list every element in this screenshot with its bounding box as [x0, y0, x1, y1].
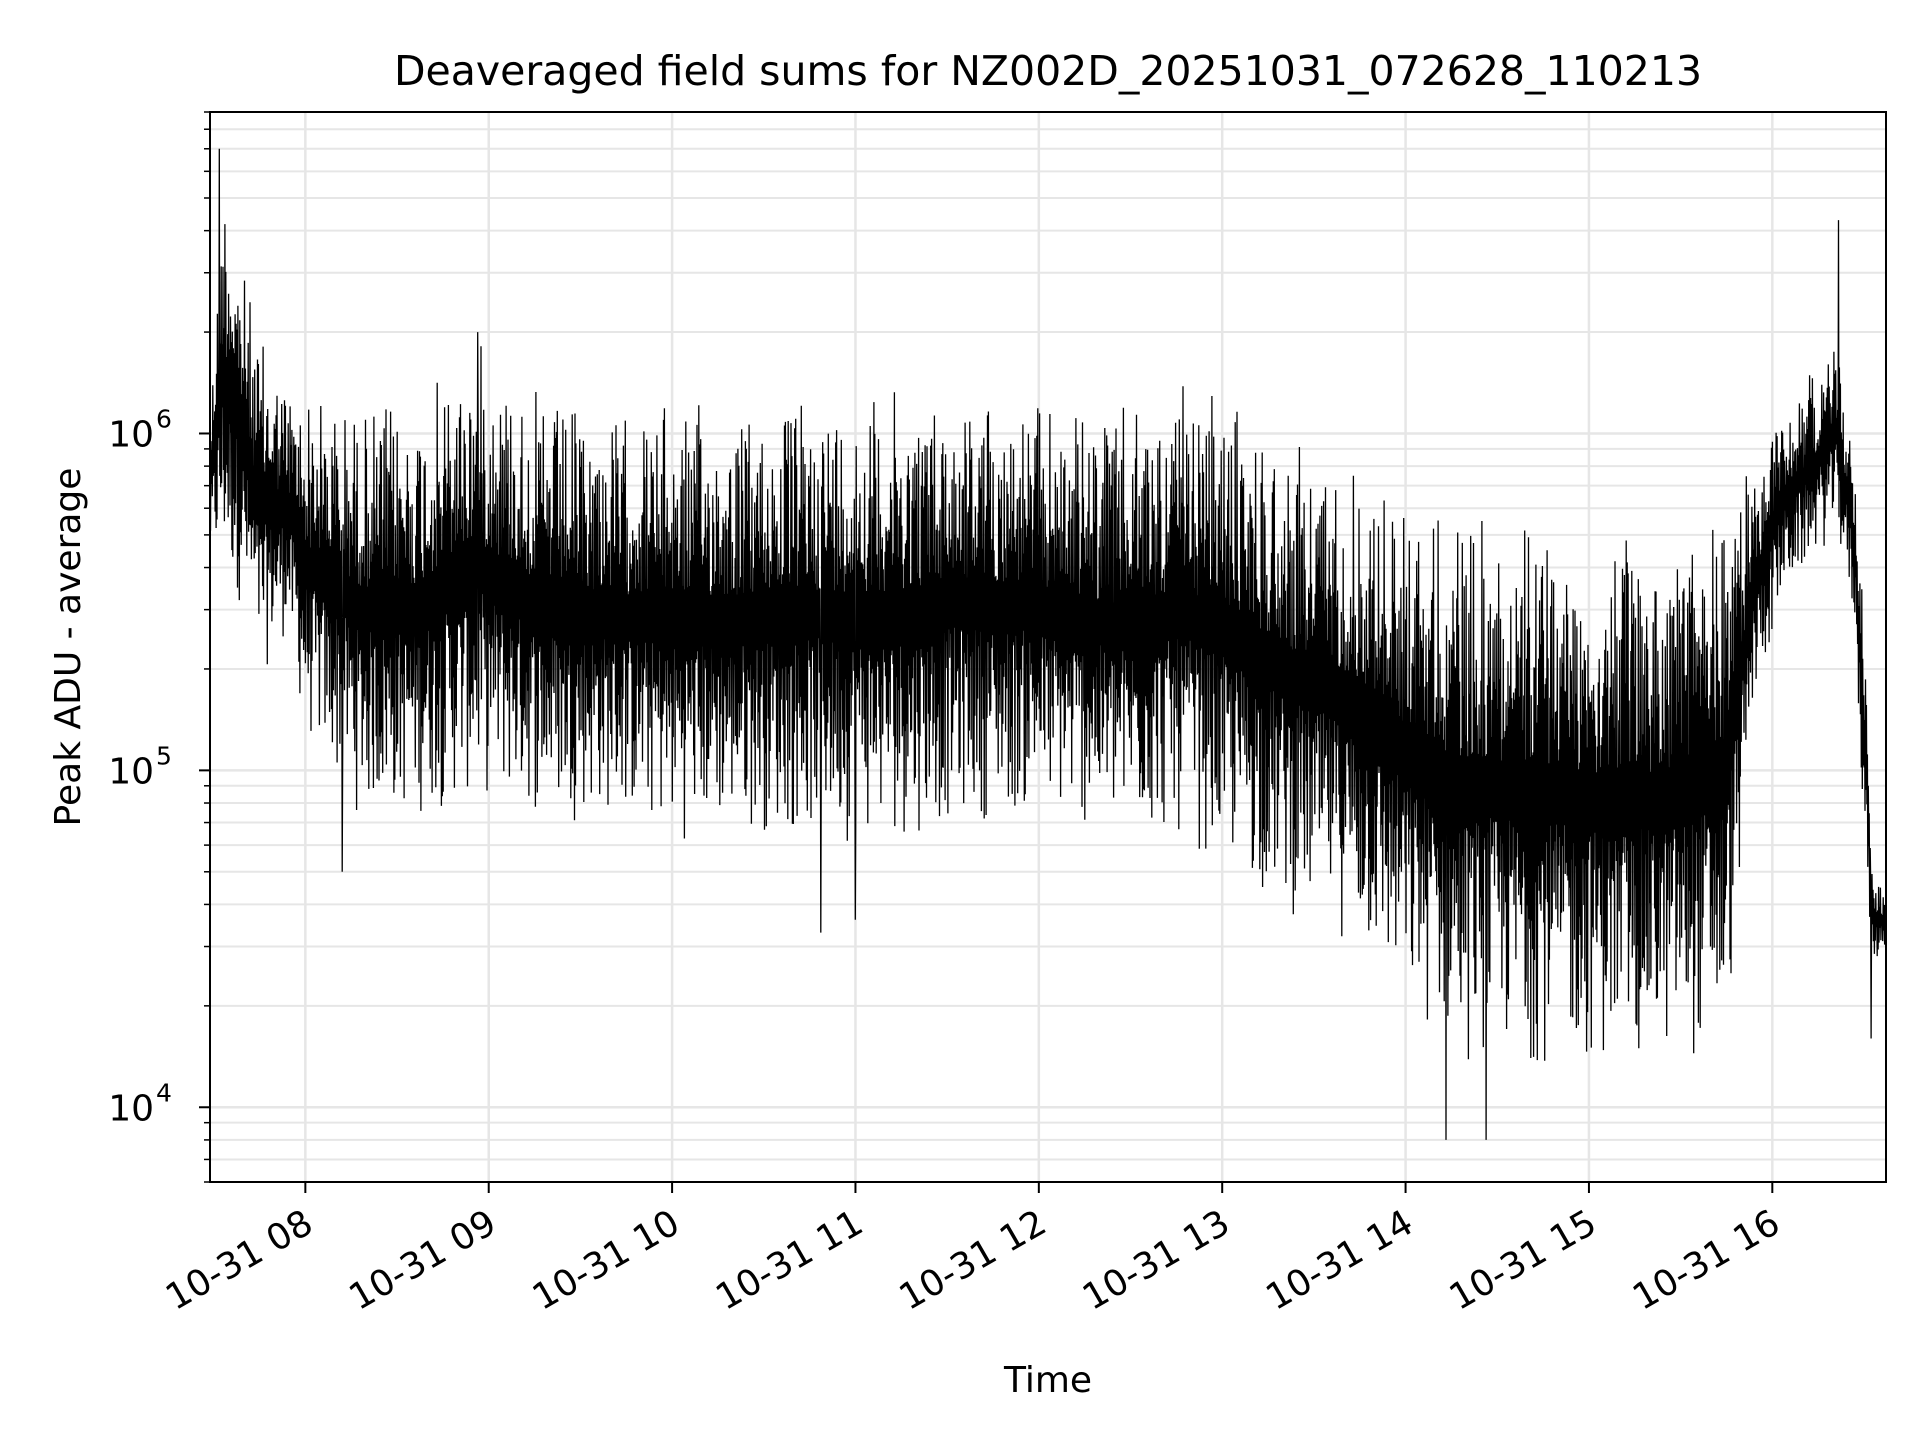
y-tick-label: 10 [108, 1088, 154, 1129]
x-axis-label: Time [1003, 1360, 1092, 1401]
y-axis-label: Peak ADU - average [48, 468, 89, 827]
y-tick-label: 10 [108, 751, 154, 792]
y-tick-exponent: 5 [156, 741, 172, 770]
chart-title: Deaveraged field sums for NZ002D_2025103… [394, 47, 1702, 95]
plot-area [209, 148, 1887, 1140]
series-line [209, 148, 1887, 1140]
axes-frame [209, 111, 1887, 1183]
y-tick-label: 10 [108, 414, 154, 455]
y-tick-exponent: 4 [156, 1078, 172, 1107]
y-tick-exponent: 6 [156, 404, 172, 433]
